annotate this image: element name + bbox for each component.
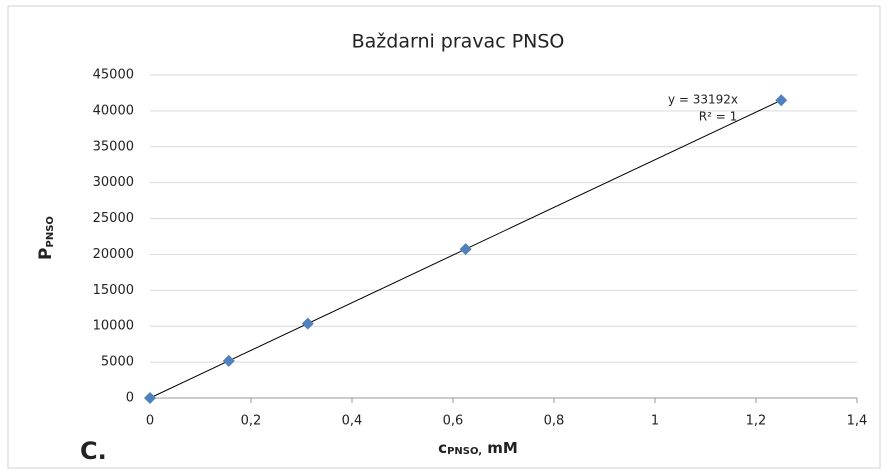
x-label-main: c — [438, 439, 447, 457]
data-point — [775, 94, 788, 107]
y-tick-label: 45000 — [93, 68, 134, 83]
x-tick-label: 0,8 — [544, 414, 565, 429]
y-label-main: P — [36, 247, 56, 259]
y-axis-label: PPNSO — [36, 216, 56, 260]
x-tick-label: 1 — [651, 414, 659, 429]
y-tick-label: 35000 — [93, 139, 134, 154]
x-axis-label: cPNSO, mM — [438, 439, 518, 458]
x-tick-label: 0,6 — [443, 414, 464, 429]
x-tick-label: 0 — [146, 414, 154, 429]
x-tick-label: 0,4 — [342, 414, 363, 429]
y-tick-label: 15000 — [93, 283, 134, 298]
y-tick-label: 5000 — [101, 355, 134, 370]
data-point — [144, 392, 156, 404]
panel-label: C. — [80, 437, 107, 465]
x-label-sub: PNSO, — [447, 446, 482, 457]
x-tick-label: 0,2 — [241, 414, 262, 429]
chart-border — [7, 5, 881, 469]
y-tick-label: 40000 — [93, 103, 134, 118]
data-point — [301, 317, 314, 330]
y-tick-label: 30000 — [93, 175, 134, 190]
x-label-rest: mM — [482, 439, 518, 457]
r-squared: R² = 1 — [699, 110, 737, 124]
data-point — [222, 354, 235, 367]
equation: y = 33192x — [668, 93, 738, 107]
data-point — [459, 243, 472, 256]
x-tick-label: 1,4 — [847, 414, 868, 429]
y-tick-label: 20000 — [93, 247, 134, 262]
chart-title: Baždarni pravac PNSO — [352, 31, 565, 53]
y-tick-label: 10000 — [93, 319, 134, 334]
y-label-sub: PNSO — [45, 216, 56, 247]
y-tick-label: 25000 — [93, 211, 134, 226]
y-tick-label: 0 — [126, 391, 134, 406]
x-tick-label: 1,2 — [746, 414, 767, 429]
